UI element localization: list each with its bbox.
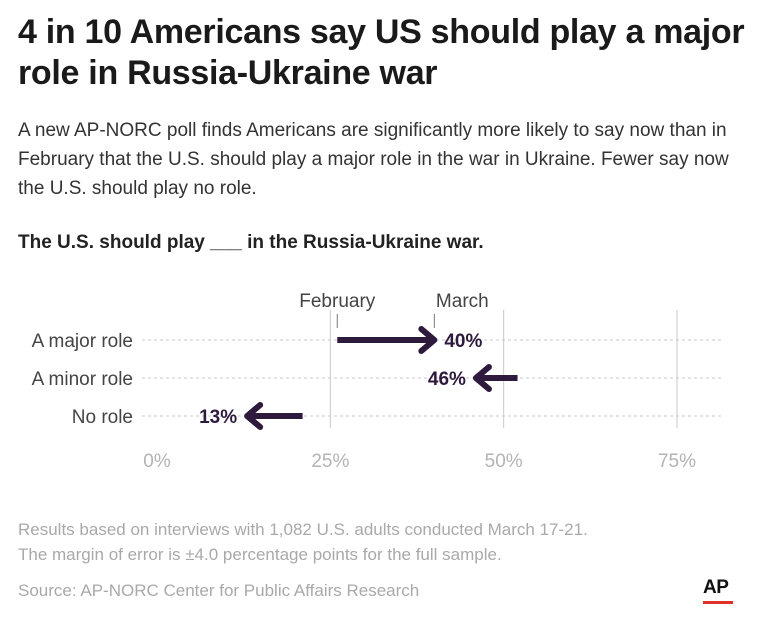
category-label: A major role — [32, 331, 133, 352]
arrow-head — [472, 364, 492, 392]
x-tick-label: 50% — [485, 451, 523, 472]
arrow-head — [418, 326, 438, 354]
series-label-february: February — [299, 291, 376, 312]
x-tick-label: 0% — [143, 451, 171, 472]
data-label: 40% — [444, 331, 482, 352]
category-label: A minor role — [32, 369, 133, 390]
data-label: 46% — [428, 369, 466, 390]
ap-logo: AP — [703, 578, 735, 608]
chart-title: 4 in 10 Americans say US should play a m… — [18, 13, 745, 92]
ap-logo-bar — [703, 601, 733, 604]
category-label: No role — [72, 407, 133, 428]
x-tick-label: 25% — [311, 451, 349, 472]
arrow-head — [244, 402, 264, 430]
footnote-line-2: The margin of error is ±4.0 percentage p… — [18, 545, 502, 564]
ap-logo-text: AP — [703, 577, 729, 598]
series-label-march: March — [436, 291, 489, 312]
source-note: Source: AP-NORC Center for Public Affair… — [18, 581, 420, 600]
chart-question: The U.S. should play ___ in the Russia-U… — [18, 232, 484, 253]
data-label: 13% — [199, 407, 237, 428]
arrow-chart: A major role A minor role No role 0% 25% 50% 7… — [32, 291, 722, 472]
x-tick-label: 75% — [658, 451, 696, 472]
chart-subtitle: A new AP-NORC poll finds Americans are s… — [18, 120, 729, 199]
footnote-line-1: Results based on interviews with 1,082 U… — [18, 520, 588, 539]
